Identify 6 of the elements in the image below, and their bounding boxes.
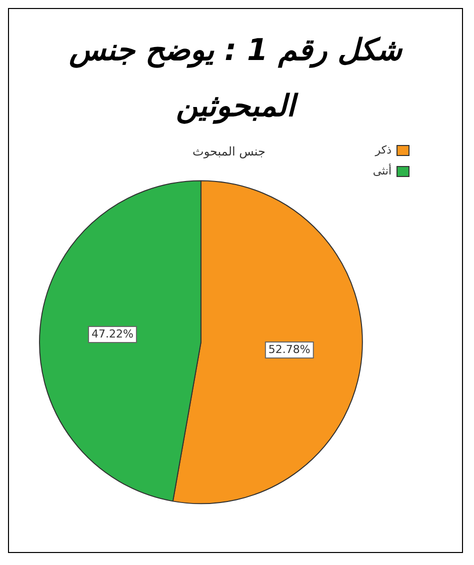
chart-subtitle: جنس المبحوث <box>192 144 266 158</box>
legend-label: أنثى <box>372 163 392 178</box>
data-label: 47.22% <box>92 327 134 340</box>
legend-label: ذكر <box>374 143 392 156</box>
chart-title: شكل رقم 1 : يوضح جنس المبحوثين <box>68 32 404 126</box>
data-label: 52.78% <box>268 342 310 356</box>
